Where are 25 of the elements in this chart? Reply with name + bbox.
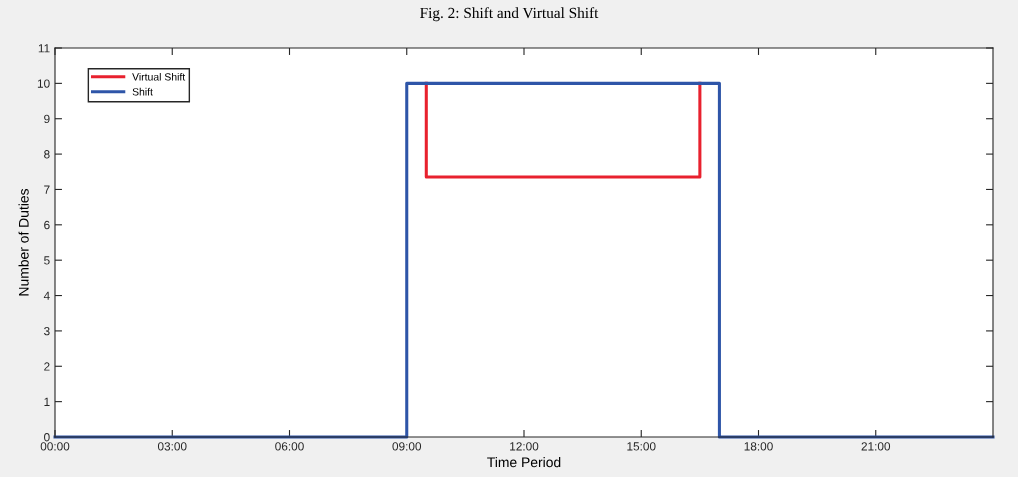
y-tick-label: 7 [44, 185, 50, 194]
y-tick-label: 2 [44, 362, 50, 371]
x-tick-label: 15:00 [627, 442, 656, 451]
x-tick-label: 12:00 [510, 442, 539, 451]
y-tick-label: 8 [44, 150, 50, 159]
legend-label: Virtual Shift [132, 72, 186, 81]
y-tick-label: 9 [44, 114, 50, 124]
x-tick-label: 09:00 [392, 442, 422, 451]
y-tick-label: 4 [43, 291, 50, 300]
y-tick-label: 10 [37, 79, 50, 88]
legend-label: Shift [132, 87, 153, 96]
x-axis-title: Time Period [487, 457, 561, 468]
y-tick-label: 0 [44, 433, 50, 442]
y-axis-title: Number of Duties [18, 188, 29, 296]
y-tick-label: 6 [44, 220, 50, 230]
y-tick-label: 1 [44, 397, 50, 406]
y-tick-label: 3 [44, 326, 50, 336]
x-tick-label: 03:00 [157, 442, 187, 451]
x-tick-label: 18:00 [744, 442, 773, 451]
chart-title: Fig. 2: Shift and Virtual Shift [420, 7, 599, 22]
x-tick-label: 00:00 [40, 442, 70, 451]
y-tick-label: 5 [44, 256, 50, 265]
y-tick-label: 11 [38, 44, 50, 53]
x-tick-label: 06:00 [275, 442, 304, 451]
x-tick-label: 21:00 [861, 442, 891, 451]
